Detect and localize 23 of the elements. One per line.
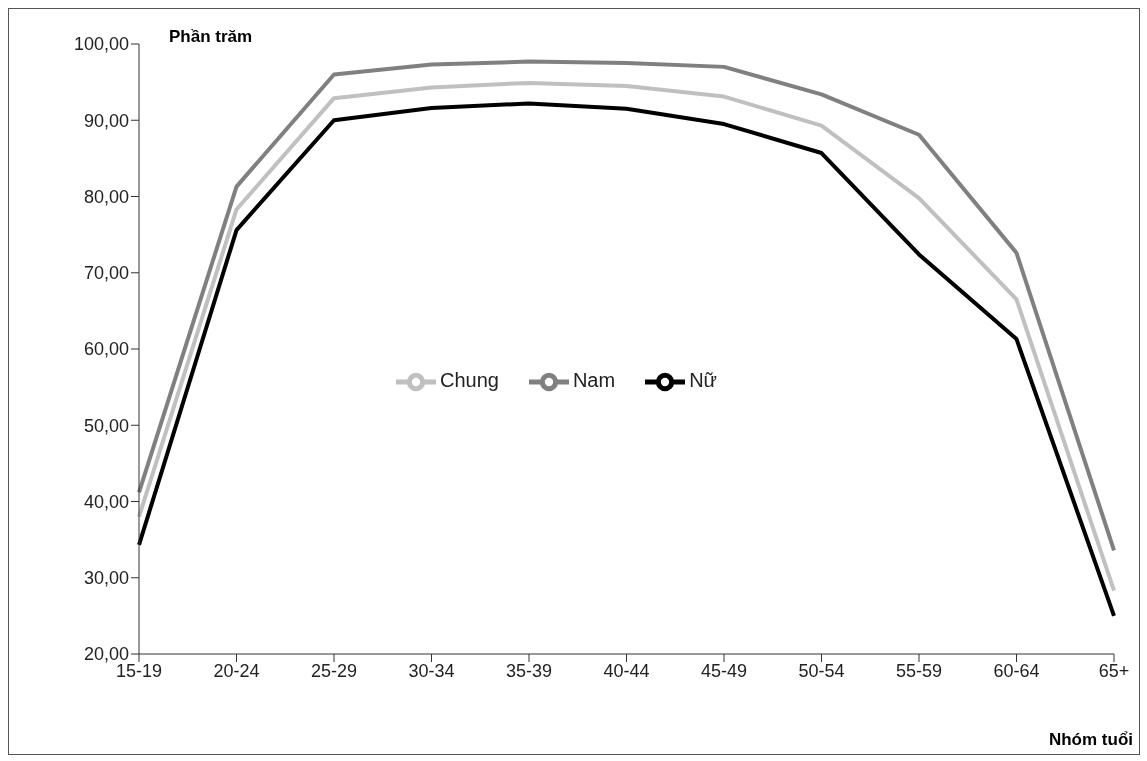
x-tick-label: 20-24 — [213, 660, 260, 681]
y-tick-label: 40,00 — [83, 491, 129, 512]
y-tick-label: 30,00 — [83, 568, 129, 589]
legend-label: Nữ — [689, 368, 717, 391]
y-tick-label: 80,00 — [83, 186, 129, 207]
x-tick-label: 50-54 — [798, 660, 845, 681]
x-tick-label: 25-29 — [310, 660, 358, 681]
y-tick-label: 100,00 — [73, 34, 129, 55]
y-tick-label: 50,00 — [83, 415, 129, 436]
x-tick-label: 65+ — [1098, 660, 1130, 681]
x-tick-label: 30-34 — [408, 660, 455, 681]
y-axis-title: Phần trăm — [169, 27, 253, 47]
y-tick-label: 70,00 — [83, 263, 129, 284]
x-tick-label: 60-64 — [993, 660, 1040, 681]
x-axis-title: Nhóm tuổi — [1048, 730, 1133, 750]
x-tick-label: 35-39 — [505, 660, 553, 681]
y-tick-label: 60,00 — [83, 339, 129, 360]
legend-label: Chung — [439, 368, 499, 391]
x-tick-label: 55-59 — [895, 660, 943, 681]
x-tick-label: 45-49 — [700, 660, 748, 681]
y-tick-label: 90,00 — [83, 110, 129, 131]
x-tick-label: 40-44 — [603, 660, 650, 681]
legend-label: Nam — [572, 368, 616, 391]
